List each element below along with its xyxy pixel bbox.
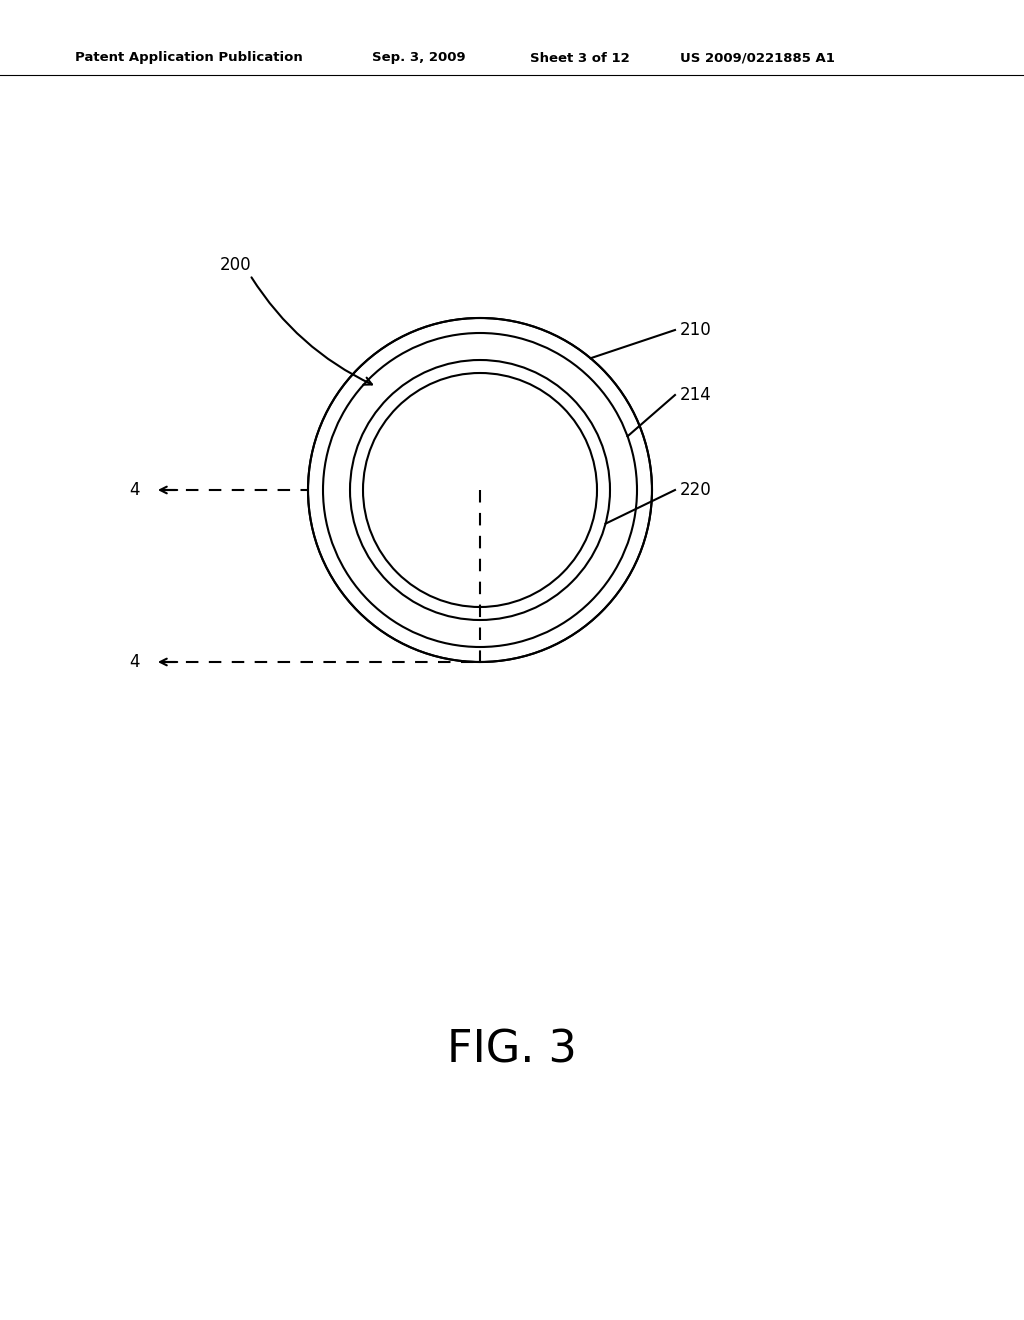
Text: 210: 210: [680, 321, 712, 339]
Text: Sheet 3 of 12: Sheet 3 of 12: [530, 51, 630, 65]
Text: 4: 4: [129, 480, 140, 499]
Text: Sep. 3, 2009: Sep. 3, 2009: [372, 51, 466, 65]
Text: 214: 214: [680, 385, 712, 404]
Text: 4: 4: [129, 653, 140, 671]
Text: 220: 220: [680, 480, 712, 499]
Ellipse shape: [308, 318, 652, 663]
Text: US 2009/0221885 A1: US 2009/0221885 A1: [680, 51, 835, 65]
Text: 200: 200: [220, 256, 252, 275]
Text: FIG. 3: FIG. 3: [447, 1028, 577, 1072]
Text: Patent Application Publication: Patent Application Publication: [75, 51, 303, 65]
